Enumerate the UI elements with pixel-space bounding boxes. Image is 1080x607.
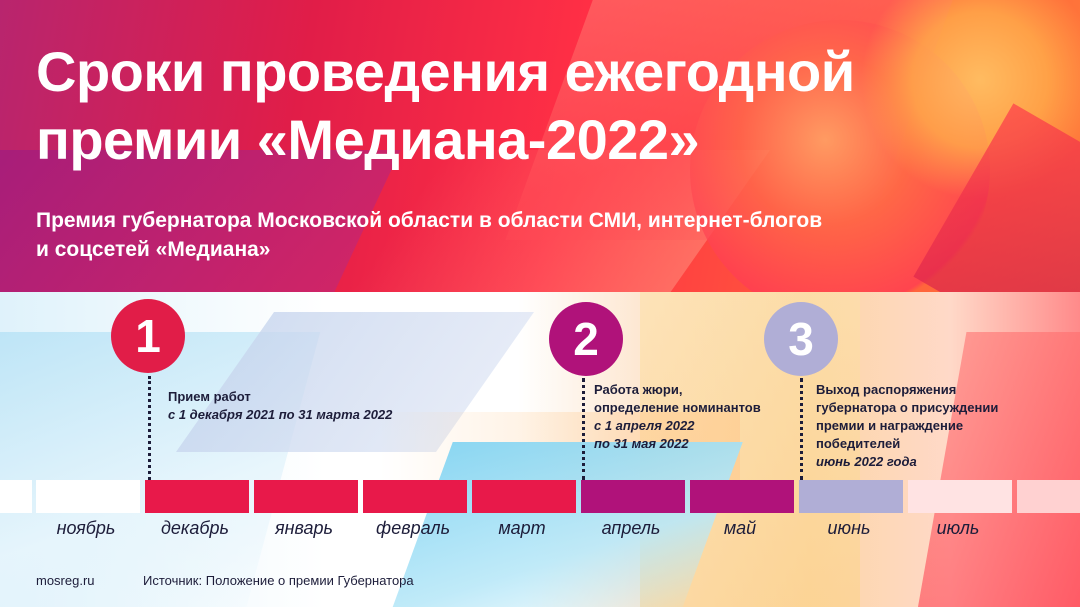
- step-3-line: премии и награждение: [816, 418, 964, 433]
- step-2-number: 2: [573, 313, 599, 365]
- month-label: февраль: [375, 518, 451, 538]
- step-2-badge: 2: [549, 302, 623, 376]
- timeline-bar-next: [1017, 480, 1080, 513]
- title-line-2: премии «Медиана-2022»: [36, 108, 700, 171]
- month-label: май: [723, 518, 757, 538]
- step-2-text: Работа жюри, определение номинантов с 1 …: [594, 381, 794, 453]
- timeline-bar-february: [363, 480, 467, 513]
- timeline-bar-december: [145, 480, 249, 513]
- month-label: январь: [274, 518, 333, 538]
- timeline-bar-april: [581, 480, 685, 513]
- step-2-date: с 1 апреля 2022: [594, 418, 695, 433]
- step-1-number: 1: [135, 310, 161, 362]
- header-banner: Сроки проведения ежегодной премии «Медиа…: [0, 0, 1080, 292]
- step-3-connector: [800, 378, 803, 480]
- page-subtitle: Премия губернатора Московской области в …: [36, 206, 1046, 264]
- step-1-text: Прием работ с 1 декабря 2021 по 31 марта…: [168, 388, 468, 424]
- step-3-number: 3: [788, 313, 814, 365]
- timeline-bar-may: [690, 480, 794, 513]
- month-label: апрель: [601, 518, 661, 538]
- step-3-line: Выход распоряжения: [816, 382, 957, 397]
- footer-source: Источник: Положение о премии Губернатора: [143, 573, 414, 588]
- step-2-line: определение номинантов: [594, 400, 761, 415]
- month-label: июнь: [827, 518, 871, 538]
- month-label: декабрь: [160, 518, 230, 538]
- page-title: Сроки проведения ежегодной премии «Медиа…: [36, 38, 1046, 174]
- subtitle-line-1: Премия губернатора Московской области в …: [36, 209, 823, 232]
- step-1-badge: 1: [111, 299, 185, 373]
- timeline-bar-january: [254, 480, 358, 513]
- month-label: март: [498, 518, 546, 538]
- step-1-connector: [148, 376, 151, 480]
- step-1-line: Прием работ: [168, 389, 251, 404]
- step-3-date: июнь 2022 года: [816, 454, 917, 469]
- timeline-bar-july: [908, 480, 1012, 513]
- title-line-1: Сроки проведения ежегодной: [36, 40, 855, 103]
- timeline-bar-june: [799, 480, 903, 513]
- timeline-bar-november: [36, 480, 140, 513]
- step-2-date: по 31 мая 2022: [594, 436, 689, 451]
- month-label: июль: [936, 518, 980, 538]
- subtitle-line-2: и соцсетей «Медиана»: [36, 238, 271, 261]
- step-2-line: Работа жюри,: [594, 382, 683, 397]
- step-3-badge: 3: [764, 302, 838, 376]
- month-label: ноябрь: [56, 518, 116, 538]
- step-2-connector: [582, 378, 585, 480]
- step-1-date: с 1 декабря 2021 по 31 марта 2022: [168, 407, 393, 422]
- timeline-bar-march: [472, 480, 576, 513]
- step-3-line: губернатора о присуждении: [816, 400, 999, 415]
- step-3-line: победителей: [816, 436, 901, 451]
- step-3-text: Выход распоряжения губернатора о присужд…: [816, 381, 1046, 471]
- timeline-bar-prev: [0, 480, 32, 513]
- footer-site: mosreg.ru: [36, 573, 95, 588]
